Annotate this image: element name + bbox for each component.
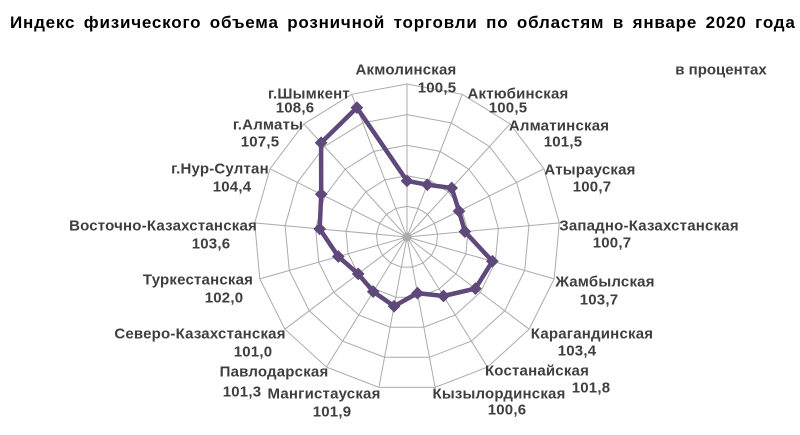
axis-label-name: Алматинская <box>508 117 610 135</box>
axis-label-name: Восточно-Казахстанская <box>69 217 257 235</box>
grid-spoke <box>406 236 530 330</box>
data-point-marker <box>351 267 365 281</box>
data-point-marker <box>437 289 450 303</box>
data-point-marker <box>445 181 459 195</box>
axis-label-name: Актюбинская <box>467 85 569 103</box>
grid-ring <box>375 205 439 268</box>
chart-title: Индекс физического объема розничной торг… <box>10 13 796 32</box>
data-point-marker <box>420 178 434 192</box>
axis-label-name: Карагандинская <box>530 325 654 343</box>
data-point-marker <box>469 282 482 295</box>
grid-ring <box>284 114 530 358</box>
axis-label-value: 100,7 <box>592 234 632 252</box>
axis-label-value: 101,9 <box>312 403 352 421</box>
axis-label-name: г.Шымкент <box>268 85 350 103</box>
axis-label-value: 100,7 <box>572 178 612 196</box>
grid-spoke <box>284 236 408 330</box>
axis-label-value: 100,5 <box>417 79 457 97</box>
axis-label-name: Северо-Казахстанская <box>114 325 286 343</box>
axis-label-value: 103,7 <box>579 291 619 309</box>
data-point-marker <box>314 136 328 150</box>
data-point-marker <box>331 250 345 263</box>
axis-label-value: 104,4 <box>212 178 252 196</box>
axis-label-value: 100,5 <box>488 99 528 117</box>
axis-label-value: 101,0 <box>233 343 273 361</box>
axis-label-value: 101,5 <box>543 133 583 151</box>
axis-label-name: Туркестанская <box>142 271 254 289</box>
grid-spoke <box>406 236 555 280</box>
data-point-marker <box>400 174 414 188</box>
grid-spoke <box>406 236 488 368</box>
data-point-marker <box>350 101 364 114</box>
axis-label-name: Западно-Казахстанская <box>559 217 739 235</box>
grid-spoke <box>406 94 463 238</box>
axis-label-value: 103,6 <box>191 235 231 253</box>
grid-ring <box>315 144 499 328</box>
axis-label-value: 108,6 <box>275 99 315 117</box>
grid-spoke <box>254 222 408 238</box>
center-hub <box>402 232 412 242</box>
axis-label-name: г.Алматы <box>232 116 304 134</box>
axis-label-name: Павлодарская <box>219 363 329 381</box>
data-point-marker <box>387 299 401 313</box>
grid-spoke <box>406 168 545 238</box>
axis-label-name: Кызылординская <box>432 385 566 403</box>
axis-label-value: 101,8 <box>571 379 611 397</box>
data-point-marker <box>411 286 424 300</box>
units-note: в процентах <box>675 61 767 79</box>
grid-spoke <box>378 236 408 388</box>
axis-label-value: 102,0 <box>204 289 244 307</box>
data-point-marker <box>366 285 380 298</box>
grid-spoke <box>269 168 408 238</box>
axis-label-value: 100,6 <box>487 401 527 419</box>
grid-spoke <box>351 94 408 238</box>
axis-label-value: 101,3 <box>222 383 262 401</box>
axis-label-name: Акмолинская <box>355 61 457 79</box>
axis-label-name: Атырауская <box>544 161 636 179</box>
axis-label-value: 107,5 <box>240 133 280 151</box>
grid-ring <box>254 83 560 388</box>
data-point-marker <box>452 204 466 218</box>
axis-label-value: 103,4 <box>557 342 597 360</box>
axis-label-name: Жамбылская <box>555 273 655 291</box>
axis-label-name: Мангистауская <box>267 385 381 403</box>
axis-label-name: г.Нур-Султан <box>171 160 269 178</box>
data-point-marker <box>313 222 327 236</box>
grid-spoke <box>406 236 436 388</box>
grid-spoke <box>406 123 511 238</box>
axis-label-name: Костанайская <box>484 362 590 380</box>
grid-spoke <box>406 222 560 238</box>
data-point-marker <box>314 187 328 201</box>
data-point-marker <box>486 254 499 268</box>
grid-spoke <box>326 236 408 368</box>
data-point-marker <box>458 225 472 238</box>
